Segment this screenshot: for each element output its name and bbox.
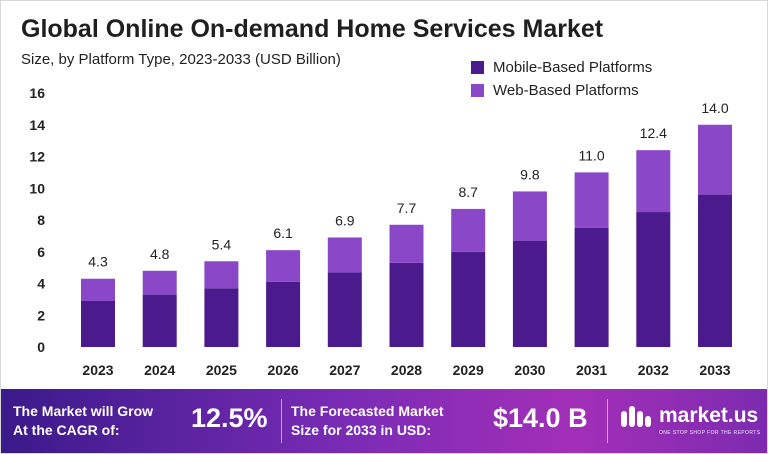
bar-total-label: 8.7 bbox=[458, 184, 478, 200]
footer-banner: The Market will Grow At the CAGR of: 12.… bbox=[1, 389, 767, 453]
x-tick-label: 2027 bbox=[329, 362, 360, 378]
forecast-label-line1: The Forecasted Market bbox=[291, 403, 444, 419]
bar-chart: 0 2 4 6 8 10 12 14 16 4.3 2023 4.8 2024 5.4 2025 6.1 202… bbox=[29, 85, 732, 378]
bar-total-label: 6.9 bbox=[335, 212, 355, 228]
x-tick-label: 2030 bbox=[514, 362, 545, 378]
bar-mobile bbox=[204, 288, 239, 347]
legend-label-web: Web-Based Platforms bbox=[493, 82, 639, 99]
bar-web bbox=[636, 150, 671, 213]
x-tick-label: 2025 bbox=[206, 362, 237, 378]
y-tick-label: 8 bbox=[37, 212, 45, 228]
legend-item-web: Web-Based Platforms bbox=[471, 82, 652, 99]
bar-total-label: 7.7 bbox=[397, 200, 417, 216]
bar-total-label: 9.8 bbox=[520, 166, 540, 182]
y-tick-label: 10 bbox=[29, 180, 45, 196]
footer-divider bbox=[281, 399, 282, 443]
cagr-label-line2: At the CAGR of: bbox=[13, 422, 120, 438]
bar-mobile bbox=[327, 272, 362, 347]
legend-item-mobile: Mobile-Based Platforms bbox=[471, 59, 652, 76]
bar-web bbox=[266, 250, 301, 282]
cagr-label-line1: The Market will Grow bbox=[13, 403, 154, 419]
bar-web bbox=[512, 191, 547, 241]
x-tick-label: 2024 bbox=[144, 362, 175, 378]
bar-mobile bbox=[512, 240, 547, 347]
footer-divider-2 bbox=[607, 399, 608, 443]
bar-mobile bbox=[266, 281, 301, 347]
bar-web bbox=[451, 208, 486, 252]
x-tick-label: 2026 bbox=[268, 362, 299, 378]
chart-title: Global Online On-demand Home Services Ma… bbox=[21, 15, 604, 43]
y-tick-label: 12 bbox=[29, 149, 45, 165]
cagr-label: The Market will Grow At the CAGR of: bbox=[13, 402, 153, 440]
bar-mobile bbox=[142, 294, 177, 347]
bar-web bbox=[204, 261, 239, 289]
bar-web bbox=[389, 224, 424, 263]
bar-mobile bbox=[81, 300, 115, 347]
y-tick-label: 4 bbox=[37, 276, 45, 292]
market-us-logo: market.us ONE STOP SHOP FOR THE REPORTS bbox=[619, 403, 760, 436]
x-tick-label: 2032 bbox=[638, 362, 669, 378]
legend-swatch-mobile bbox=[471, 61, 484, 74]
y-tick-label: 0 bbox=[37, 339, 45, 355]
y-tick-label: 2 bbox=[37, 307, 45, 323]
cagr-value: 12.5% bbox=[191, 403, 268, 433]
bar-total-label: 6.1 bbox=[273, 225, 293, 241]
x-tick-label: 2023 bbox=[82, 362, 113, 378]
legend: Mobile-Based Platforms Web-Based Platfor… bbox=[471, 59, 652, 105]
y-tick-label: 14 bbox=[29, 117, 45, 133]
forecast-value: $14.0 B bbox=[493, 403, 588, 433]
bar-mobile bbox=[698, 194, 732, 347]
bar-web bbox=[327, 237, 362, 273]
logo-tagline: ONE STOP SHOP FOR THE REPORTS bbox=[659, 430, 761, 436]
y-tick-label: 16 bbox=[29, 85, 45, 101]
legend-swatch-web bbox=[471, 84, 484, 97]
forecast-label-line2: Size for 2033 in USD: bbox=[291, 422, 432, 438]
bar-total-label: 4.3 bbox=[88, 254, 108, 270]
forecast-label: The Forecasted Market Size for 2033 in U… bbox=[291, 402, 444, 440]
x-tick-label: 2031 bbox=[576, 362, 607, 378]
x-tick-label: 2029 bbox=[453, 362, 484, 378]
bar-total-label: 11.0 bbox=[578, 147, 604, 163]
bar-total-label: 12.4 bbox=[640, 125, 667, 141]
chart-subtitle: Size, by Platform Type, 2023-2033 (USD B… bbox=[21, 51, 341, 68]
bar-total-label: 5.4 bbox=[212, 236, 232, 252]
bar-mobile bbox=[451, 251, 486, 347]
bar-web bbox=[81, 278, 115, 301]
y-tick-label: 6 bbox=[37, 244, 45, 260]
bar-web bbox=[698, 124, 732, 195]
x-tick-label: 2033 bbox=[699, 362, 730, 378]
bar-total-label: 4.8 bbox=[150, 246, 170, 262]
x-tick-label: 2028 bbox=[391, 362, 422, 378]
bar-mobile bbox=[574, 227, 609, 347]
bar-total-label: 14.0 bbox=[701, 100, 728, 116]
bar-web bbox=[142, 270, 177, 295]
bar-mobile bbox=[636, 212, 671, 347]
bar-web bbox=[574, 172, 609, 228]
legend-label-mobile: Mobile-Based Platforms bbox=[493, 59, 653, 76]
logo-name: market.us bbox=[659, 404, 759, 427]
market-us-logo-icon bbox=[621, 406, 651, 427]
bar-mobile bbox=[389, 262, 424, 347]
